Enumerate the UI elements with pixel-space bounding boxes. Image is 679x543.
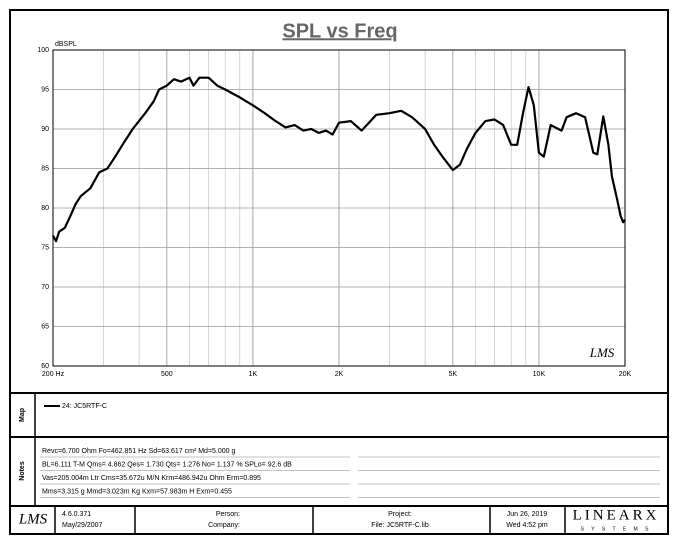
note-line: Revc=6.700 Ohm Fo=462.851 Hz Sd=63.617 c… xyxy=(42,448,236,455)
data-line xyxy=(52,76,626,243)
y-tick-label: 60 xyxy=(41,363,49,370)
chart-title: SPL vs Freq xyxy=(282,20,397,42)
y-tick-label: 70 xyxy=(41,284,49,291)
corner-logo: LMS xyxy=(589,345,615,360)
project: Project: xyxy=(388,511,412,518)
y-tick-label: 80 xyxy=(41,205,49,212)
plot-border xyxy=(52,49,626,367)
company: Company: xyxy=(208,522,240,529)
x-tick-label: 200 Hz xyxy=(42,371,65,378)
frame xyxy=(9,9,669,535)
y-axis-label: dBSPL xyxy=(55,41,77,48)
brand-sub: S Y S T E M S xyxy=(581,526,652,532)
note-line: Mms=3.315 g Mmd=3.023m Kg Kxm=57.983m H … xyxy=(42,488,232,495)
x-tick-label: 500 xyxy=(161,371,173,378)
x-tick-label: 20K xyxy=(619,371,632,378)
y-tick-label: 85 xyxy=(41,165,49,172)
file: File: JC5RTF-C.lib xyxy=(371,522,429,529)
x-tick-label: 5K xyxy=(449,371,458,378)
map-label: Map xyxy=(19,408,26,422)
version-date: May/29/2007 xyxy=(62,522,103,529)
version: 4.6.0.371 xyxy=(62,511,91,518)
legend-label: 24: JC5RTF-C xyxy=(62,403,107,410)
x-tick-label: 10K xyxy=(533,371,546,378)
time: Wed 4:52 pm xyxy=(506,522,548,529)
y-tick-label: 100 xyxy=(37,47,49,54)
person: Person: xyxy=(216,511,240,518)
notes-label: Notes xyxy=(19,461,26,481)
date: Jun 26, 2019 xyxy=(507,511,548,518)
y-tick-label: 65 xyxy=(41,323,49,330)
x-tick-label: 2K xyxy=(335,371,344,378)
y-tick-label: 90 xyxy=(41,126,49,133)
y-tick-label: 95 xyxy=(41,86,49,93)
note-line: BL=6.111 T-M Qms= 4.862 Qes= 1.730 Qts= … xyxy=(42,461,292,468)
y-tick-label: 75 xyxy=(41,244,49,251)
x-tick-label: 1K xyxy=(249,371,258,378)
footer-dividers xyxy=(54,506,566,534)
note-line: Vas=205.004m Ltr Cms=35.672u M/N Krm=486… xyxy=(42,475,261,482)
footer-logo: LMS xyxy=(18,511,48,527)
brand: LINEARX xyxy=(573,507,660,523)
